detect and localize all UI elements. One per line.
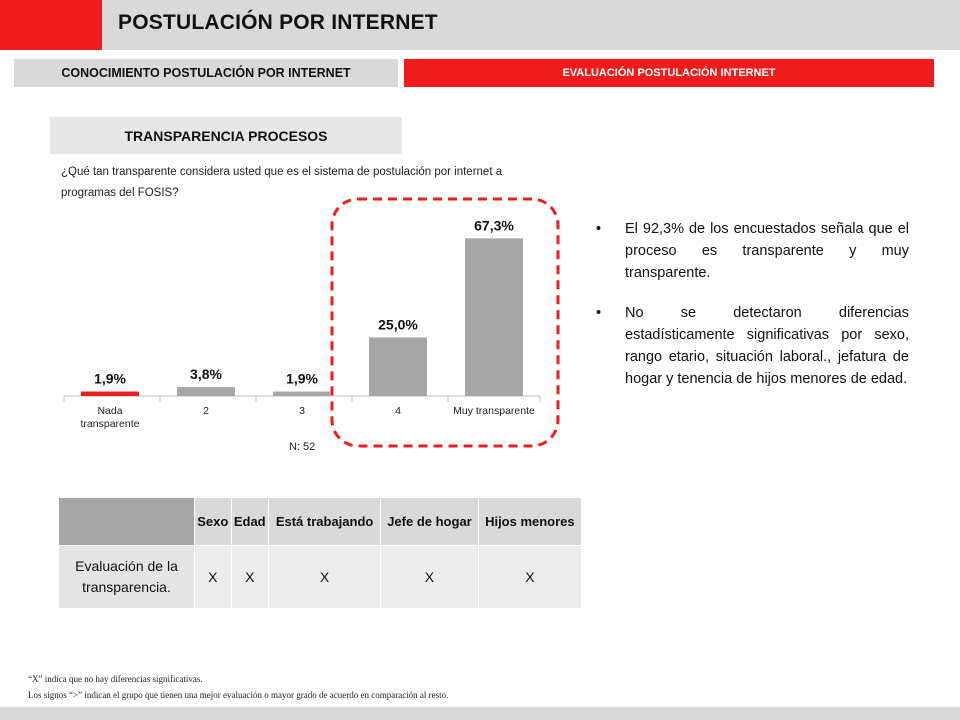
x-tick-label: Muy transparente [453, 405, 535, 417]
finding-text: El 92,3% de los encuestados señala que e… [625, 221, 909, 281]
footnote-line: “X” indica que no hay diferencias signif… [28, 674, 203, 684]
bullet-icon: • [596, 305, 602, 321]
table-header-row: Sexo Edad Está trabajando Jefe de hogar … [58, 497, 583, 546]
survey-question: ¿Qué tan transparente considera usted qu… [61, 166, 503, 199]
column-header: Está trabajando [267, 497, 382, 546]
x-tick-label: 4 [395, 405, 401, 417]
x-tick-label: 3 [299, 405, 305, 417]
table-row: Evaluación de la transparencia. X X X X … [58, 545, 583, 609]
tab-conocimiento[interactable]: CONOCIMIENTO POSTULACIÓN POR INTERNET [14, 59, 398, 87]
column-header: Jefe de hogar [380, 497, 479, 546]
data-label: 25,0% [378, 316, 418, 332]
chart-bar [369, 337, 427, 396]
table-cell: X [380, 545, 479, 609]
data-label: 67,3% [474, 217, 514, 233]
table-cell: X [230, 545, 269, 609]
bullet-icon: • [596, 221, 602, 237]
brand-accent-block [0, 0, 102, 50]
header-bar [0, 0, 960, 50]
column-header: Edad [230, 497, 269, 546]
data-label: 1,9% [286, 371, 318, 387]
chart-bar [273, 391, 331, 396]
row-label: Evaluación de la transparencia. [58, 545, 195, 609]
data-label: 3,8% [190, 366, 222, 382]
footer-bar [0, 707, 960, 720]
x-tick-label: 2 [203, 405, 209, 417]
x-tick-label: transparente [81, 418, 140, 430]
page-title: POSTULACIÓN POR INTERNET [118, 11, 438, 34]
tab-evaluacion[interactable]: EVALUACIÓN POSTULACIÓN INTERNET [404, 59, 934, 87]
data-label: 1,9% [94, 371, 126, 387]
column-header: Hijos menores [477, 497, 583, 546]
finding-item: • No se detectaron diferencias estadístic… [596, 302, 909, 390]
column-header: Sexo [194, 497, 232, 546]
section-title: TRANSPARENCIA PROCESOS [50, 117, 402, 154]
footnote-line: Los signos “>” indican el grupo que tien… [28, 690, 449, 700]
footnotes: “X” indica que no hay diferencias signif… [28, 671, 448, 703]
chart-bar [465, 238, 523, 396]
sample-size-note: N: 52 [289, 441, 316, 453]
table-cell: X [267, 545, 382, 609]
table-cell: X [194, 545, 232, 609]
significance-table: Sexo Edad Está trabajando Jefe de hogar … [58, 497, 583, 609]
x-tick-label: Nada [97, 405, 122, 417]
chart-bar [177, 387, 235, 396]
chart-bar [81, 391, 139, 396]
finding-text: No se detectaron diferencias estadística… [625, 305, 909, 387]
finding-item: • El 92,3% de los encuestados señala que … [596, 218, 909, 284]
table-corner-cell [58, 497, 195, 546]
findings-list: • El 92,3% de los encuestados señala que … [596, 218, 909, 408]
table-cell: X [477, 545, 583, 609]
